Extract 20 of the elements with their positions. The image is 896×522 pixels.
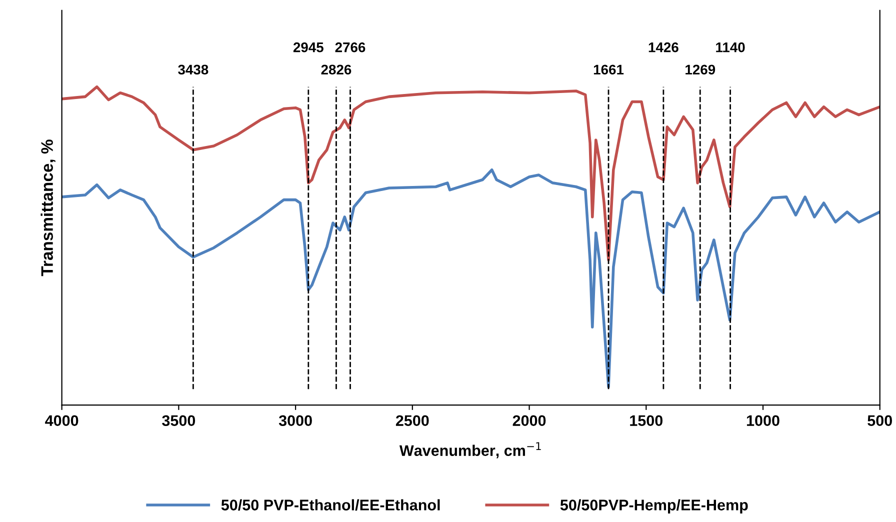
x-tick-label: 3500: [162, 415, 196, 426]
ref-line-label: 2826: [321, 64, 352, 75]
x-axis-title: Wavenumber, cm$^{−1}$: [399, 442, 541, 458]
x-tick-label: 500: [868, 415, 892, 426]
ref-line-label: 3438: [178, 64, 208, 75]
legend-label: 50/50PVP-Hemp/EE-Hemp: [560, 499, 748, 514]
x-tick-label: 1500: [630, 415, 663, 426]
x-tick-label: 2000: [512, 415, 546, 426]
ref-line-label: 1140: [716, 42, 745, 52]
x-tick-label: 4000: [45, 415, 78, 426]
ref-line-label: 2945: [293, 42, 324, 52]
x-tick-label: 1000: [746, 415, 780, 426]
ref-line-label: 1426: [648, 42, 678, 52]
ref-line-label: 1661: [594, 64, 624, 75]
x-tick-label: 3000: [278, 415, 312, 426]
ref-line-label: 1269: [686, 64, 716, 75]
x-tick-label: 2500: [396, 415, 429, 426]
ref-line-label: 2766: [335, 42, 366, 52]
y-axis-title: Transmittance, %: [40, 140, 56, 276]
legend-label: 50/50 PVP-Ethanol/EE-Ethanol: [221, 499, 440, 511]
